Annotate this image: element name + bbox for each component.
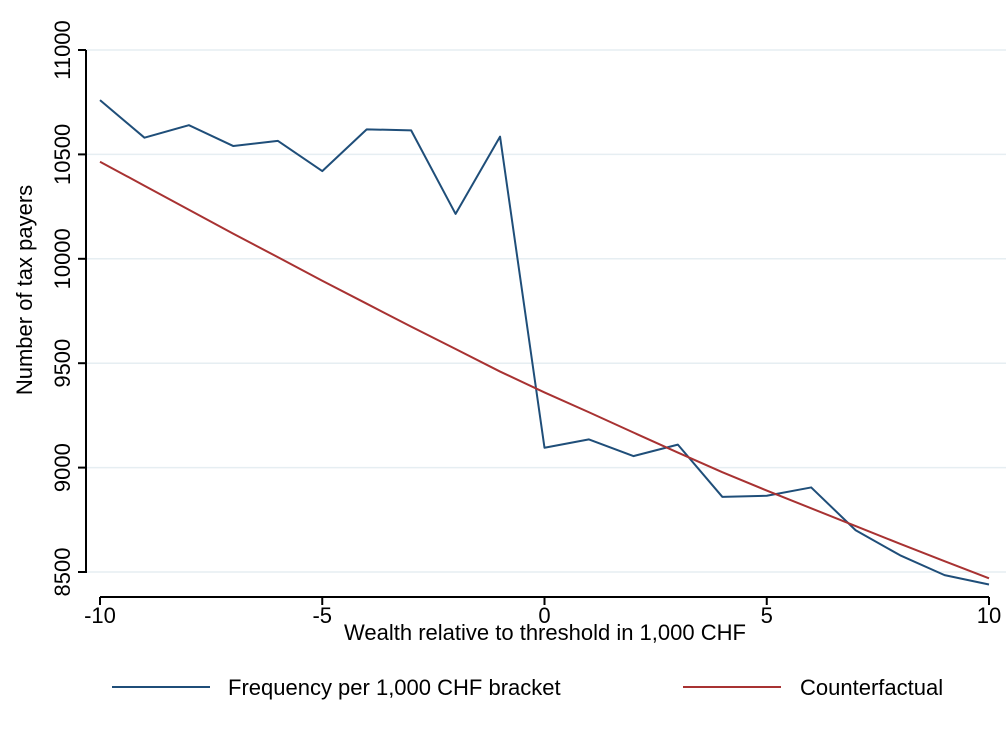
y-axis-title: Number of tax payers [12, 185, 37, 395]
y-tick-label-0: 8500 [50, 548, 75, 597]
series-line-frequency [99, 99, 990, 586]
x-tick-label-1: -5 [312, 603, 332, 628]
legend-label-counterfactual: Counterfactual [800, 675, 943, 700]
series-line-counterfactual [99, 160, 990, 580]
tick-labels: 8500 9000 9500 10000 10500 11000 -10 -5 0 5 10 [50, 20, 1001, 628]
gridlines [86, 49, 1006, 573]
axes [78, 49, 990, 605]
x-tick-label-4: 10 [977, 603, 1001, 628]
x-axis-title: Wealth relative to threshold in 1,000 CH… [344, 620, 746, 645]
legend-label-frequency: Frequency per 1,000 CHF bracket [228, 675, 561, 700]
x-tick-label-2: 0 [538, 603, 550, 628]
y-tick-label-3: 10000 [50, 228, 75, 289]
y-tick-label-2: 9500 [50, 339, 75, 388]
y-tick-label-4: 10500 [50, 124, 75, 185]
x-tick-label-3: 5 [761, 603, 773, 628]
y-tick-label-5: 11000 [50, 20, 75, 80]
series-lines [99, 99, 990, 586]
x-tick-label-0: -10 [84, 603, 116, 628]
legend: Frequency per 1,000 CHF bracket Counterf… [112, 675, 943, 700]
y-tick-label-1: 9000 [50, 443, 75, 492]
